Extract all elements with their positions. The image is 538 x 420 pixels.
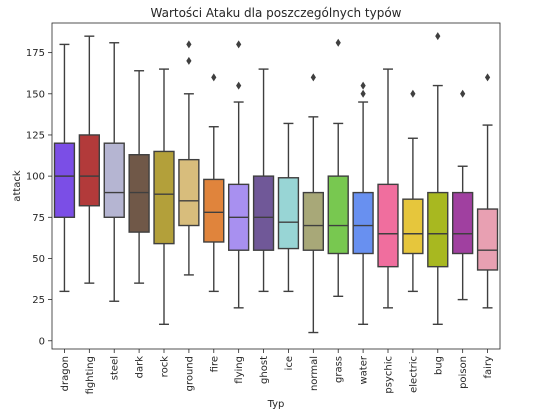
x-axis: dragon fighting steel dark rock ground fire fly…	[60, 349, 494, 394]
y-tick-label: 150	[26, 89, 45, 100]
box-dark	[128, 70, 150, 284]
iqr-box	[476, 208, 499, 271]
box-normal	[302, 73, 324, 334]
x-tick-label-poison: poison	[458, 356, 469, 389]
y-tick-label: 100	[26, 172, 45, 183]
x-tick-label-flying: flying	[234, 356, 245, 384]
iqr-box	[302, 191, 324, 251]
x-tick-label-fairy: fairy	[483, 356, 494, 379]
x-tick-label-dragon: dragon	[60, 356, 71, 391]
y-tick-label: 125	[26, 130, 45, 141]
iqr-box	[128, 154, 150, 233]
outlier-marker	[310, 73, 316, 82]
chart-title: Wartości Ataku dla poszczególnych typów	[151, 6, 402, 20]
box-poison	[452, 89, 474, 301]
iqr-box	[153, 150, 175, 245]
box-fire	[203, 73, 225, 293]
outlier-marker	[211, 73, 217, 82]
box-electric	[402, 89, 424, 293]
y-tick-label: 175	[26, 48, 45, 59]
iqr-box	[178, 158, 200, 227]
x-tick-label-fighting: fighting	[85, 356, 96, 394]
x-tick-label-ghost: ghost	[259, 356, 270, 384]
iqr-box	[327, 175, 349, 255]
iqr-box	[252, 175, 275, 251]
box-steel	[103, 42, 125, 302]
outlier-marker	[435, 32, 441, 41]
y-axis-label: attack	[12, 170, 23, 202]
box-bug	[427, 32, 449, 326]
box-dragon	[53, 43, 76, 293]
iqr-box	[452, 191, 474, 255]
box-fairy	[476, 73, 499, 309]
box-rock	[153, 68, 175, 326]
x-tick-label-psychic: psychic	[384, 356, 395, 394]
outlier-marker	[186, 40, 192, 49]
x-tick-label-grass: grass	[334, 356, 345, 383]
boxes	[53, 32, 499, 334]
outlier-marker	[186, 56, 192, 65]
y-tick-label: 25	[32, 295, 45, 306]
iqr-box	[427, 191, 449, 268]
outlier-marker	[236, 81, 242, 90]
box-ground	[178, 40, 200, 276]
x-tick-label-water: water	[359, 355, 370, 384]
outlier-marker	[360, 89, 366, 98]
box-psychic	[377, 68, 399, 309]
x-tick-label-normal: normal	[309, 356, 320, 391]
x-tick-label-ice: ice	[284, 356, 295, 370]
box-fighting	[78, 35, 100, 284]
outlier-marker	[335, 38, 341, 47]
y-tick-label: 75	[32, 213, 45, 224]
plot-frame	[51, 22, 501, 350]
x-tick-label-bug: bug	[433, 356, 444, 375]
y-tick-label: 50	[32, 254, 45, 265]
x-tick-label-dark: dark	[135, 356, 146, 379]
iqr-box	[277, 177, 300, 250]
y-tick-label: 0	[39, 336, 45, 347]
y-axis: 0 25 50 75 100 125 150 175	[26, 48, 52, 347]
x-axis-label: Typ	[267, 399, 285, 410]
iqr-box	[53, 142, 76, 218]
outlier-marker	[460, 89, 466, 98]
x-tick-label-fire: fire	[209, 356, 220, 372]
iqr-box	[103, 142, 125, 218]
x-tick-label-rock: rock	[160, 356, 171, 378]
x-tick-label-electric: electric	[408, 356, 419, 393]
iqr-box	[377, 183, 399, 268]
outlier-marker	[484, 73, 491, 82]
box-water	[352, 81, 374, 326]
box-flying	[228, 40, 250, 309]
outlier-marker	[410, 89, 416, 98]
iqr-box	[402, 198, 424, 255]
box-ghost	[252, 68, 275, 293]
box-ice	[277, 122, 300, 293]
outlier-marker	[360, 81, 366, 90]
x-tick-label-ground: ground	[184, 356, 195, 391]
iqr-box	[78, 134, 100, 207]
box-grass	[327, 38, 349, 298]
x-tick-label-steel: steel	[110, 356, 121, 380]
iqr-box	[352, 191, 374, 255]
outlier-marker	[236, 40, 242, 49]
iqr-box	[203, 178, 225, 243]
